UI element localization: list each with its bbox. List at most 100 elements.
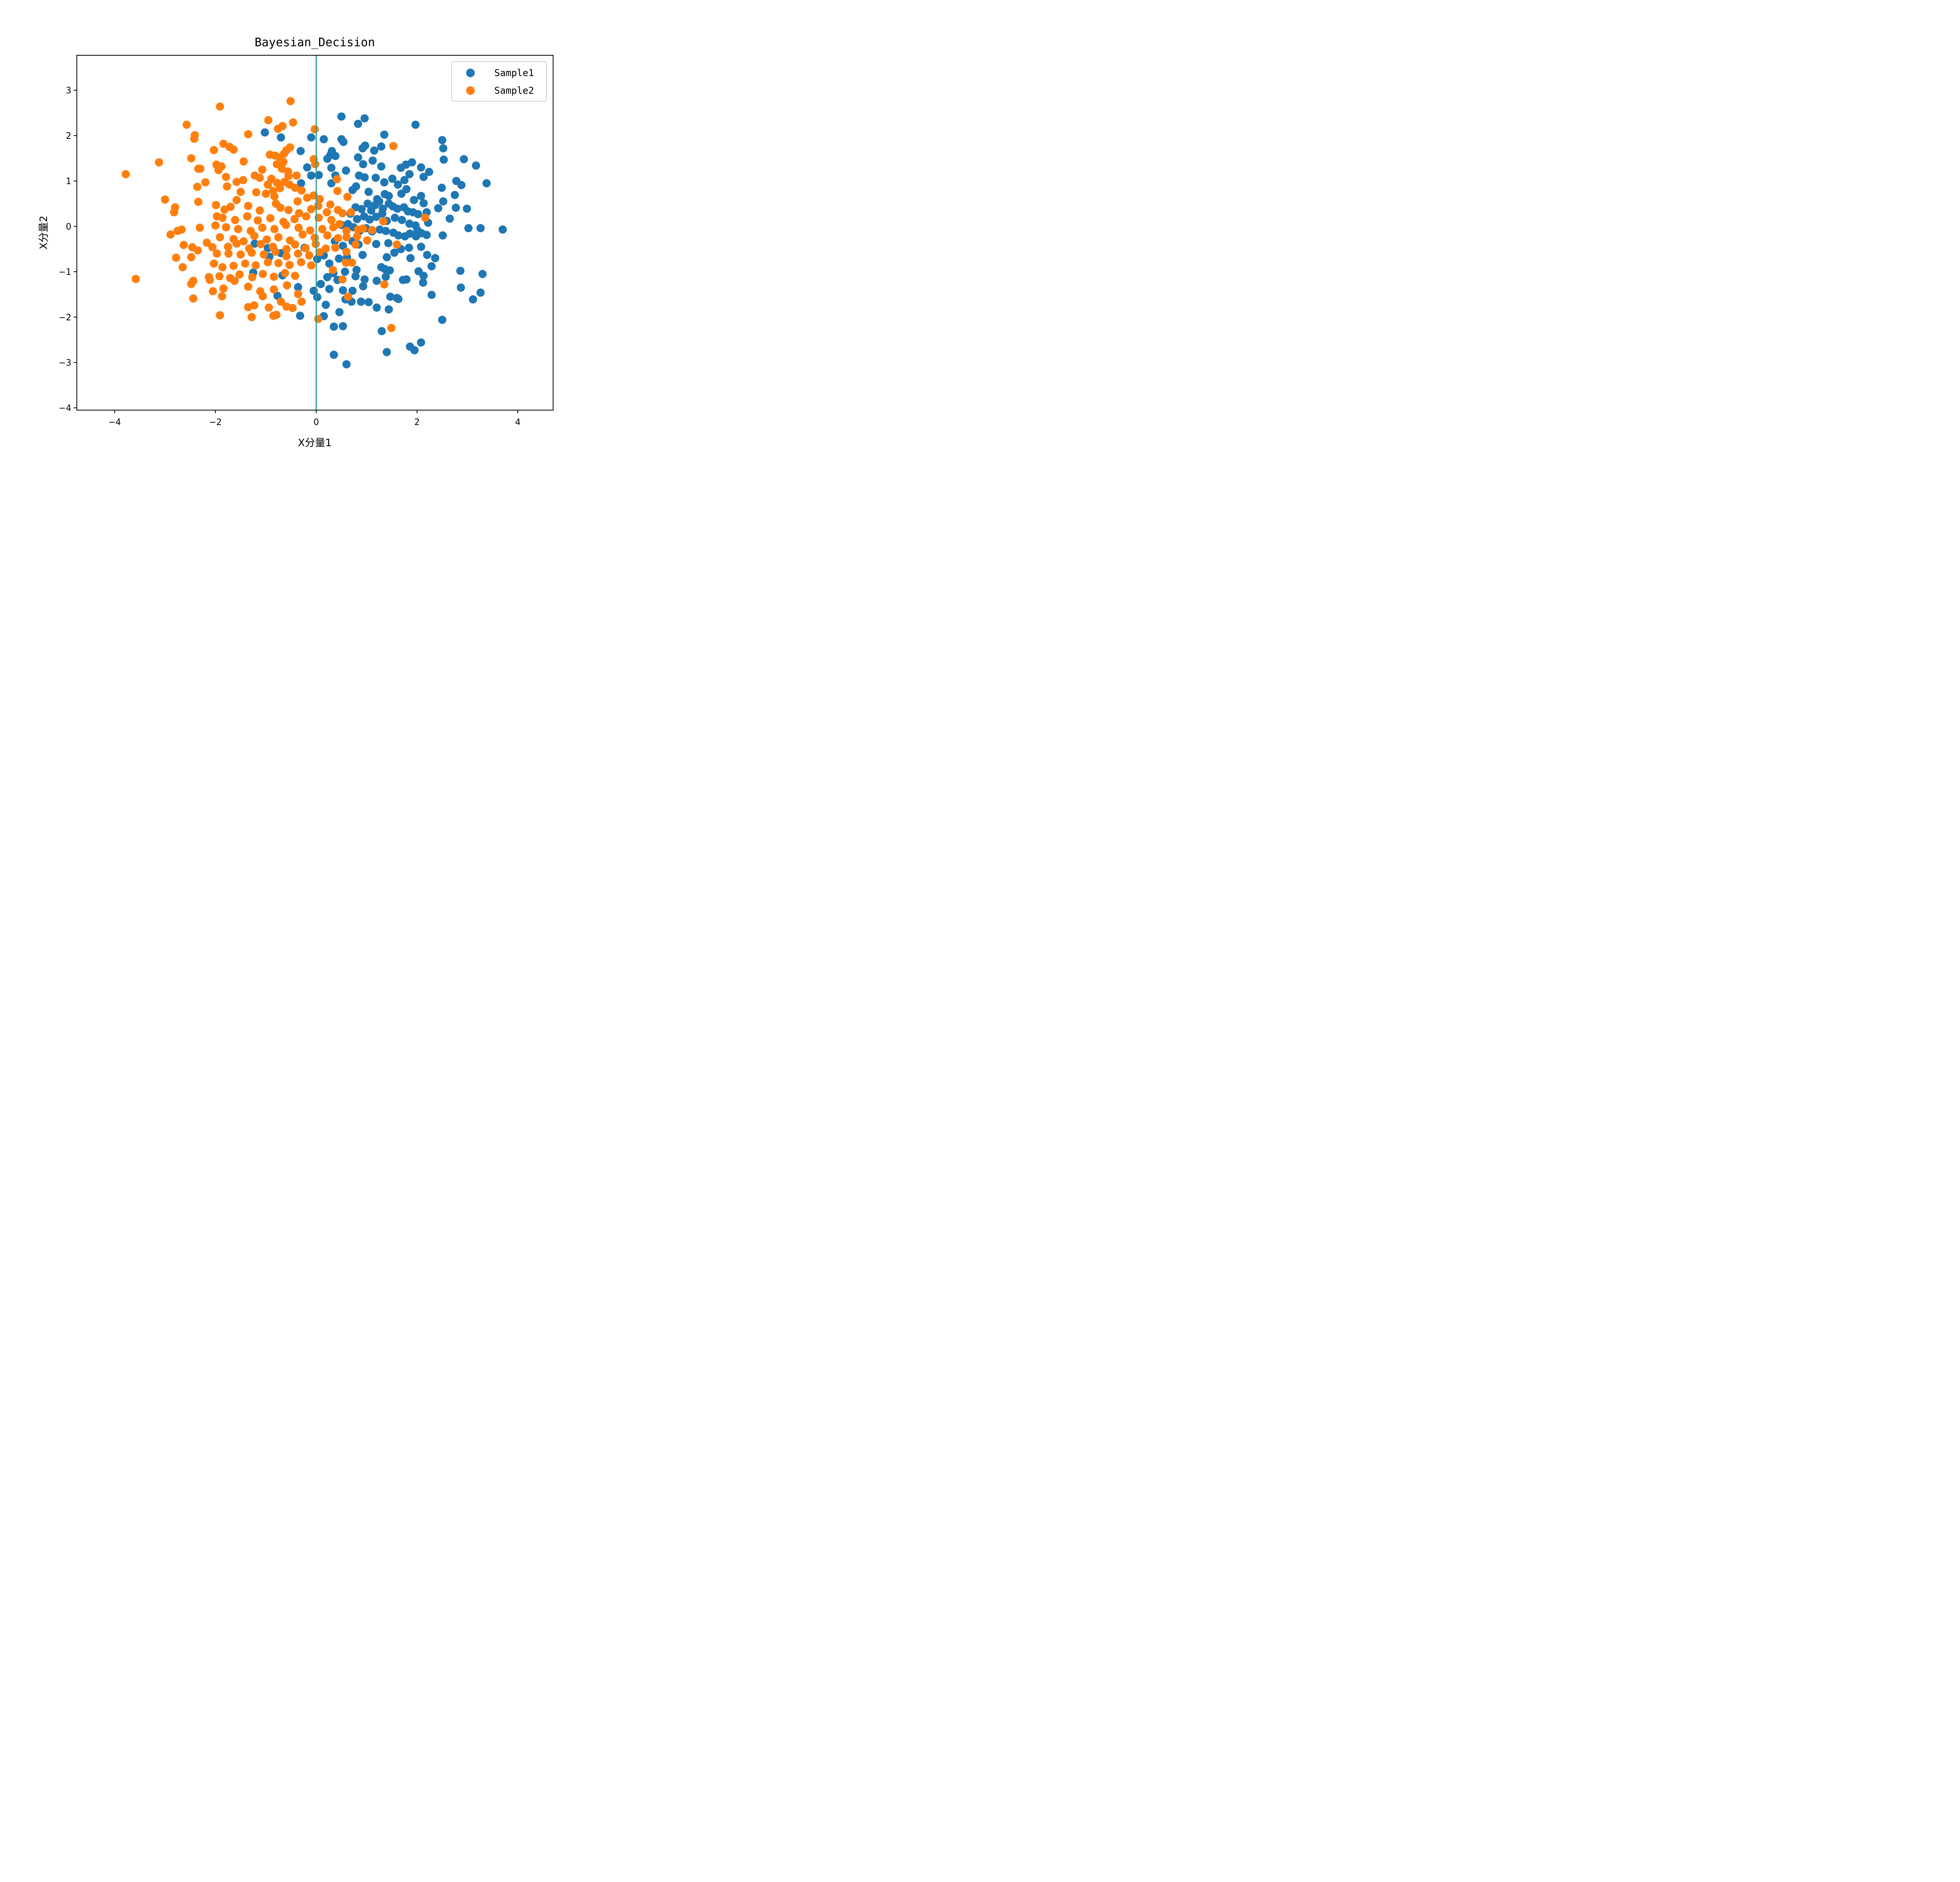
point-sample2-124 [250, 232, 259, 240]
point-sample1-144 [431, 254, 439, 262]
point-sample2-57 [333, 187, 342, 195]
point-sample2-180 [131, 275, 140, 283]
point-sample2-65 [270, 192, 279, 201]
point-sample2-97 [290, 215, 299, 223]
point-sample1-27 [359, 160, 367, 169]
point-sample2-23 [187, 154, 196, 163]
point-sample1-0 [337, 112, 346, 121]
point-sample2-174 [274, 259, 283, 267]
point-sample2-108 [234, 225, 242, 233]
point-sample2-111 [270, 225, 279, 233]
point-sample1-70 [463, 204, 471, 213]
legend: Sample1 Sample2 [451, 61, 547, 102]
point-sample2-154 [188, 243, 196, 251]
point-sample2-115 [318, 225, 327, 233]
point-sample2-64 [263, 180, 272, 189]
point-sample1-55 [364, 187, 373, 196]
point-sample2-116 [329, 223, 338, 232]
y-tick-label: −3 [59, 358, 71, 368]
point-sample2-193 [338, 275, 347, 284]
point-sample1-4 [380, 131, 388, 139]
point-sample2-209 [344, 292, 352, 301]
x-tick-label: 4 [515, 418, 521, 427]
point-sample1-17 [296, 147, 305, 155]
point-sample1-131 [406, 254, 415, 262]
point-sample2-215 [216, 311, 224, 320]
point-sample2-41 [256, 174, 264, 182]
point-sample1-196 [377, 327, 386, 336]
point-sample2-158 [224, 249, 233, 258]
point-sample2-187 [248, 273, 256, 282]
point-sample2-56 [332, 175, 341, 183]
point-sample2-165 [305, 251, 314, 260]
point-sample1-106 [381, 227, 390, 235]
point-sample2-142 [256, 240, 265, 248]
point-sample2-186 [235, 270, 244, 279]
point-sample2-205 [218, 292, 226, 300]
point-sample2-175 [285, 261, 294, 269]
point-sample2-132 [342, 233, 351, 242]
point-sample1-88 [353, 215, 361, 223]
point-sample2-14 [229, 145, 238, 154]
point-sample1-95 [397, 216, 406, 224]
scatter-chart: Bayesian_Decision −4 −2 0 2 4 −4 −3 −2 −1 0 1 2 3 X… [0, 0, 608, 456]
point-sample1-191 [296, 311, 305, 320]
point-sample2-85 [323, 208, 331, 216]
point-sample2-162 [271, 247, 280, 256]
point-sample1-30 [408, 158, 416, 167]
point-sample2-164 [294, 249, 302, 258]
point-sample2-10 [190, 134, 199, 143]
point-sample1-185 [357, 297, 365, 306]
point-sample2-70 [326, 200, 335, 209]
point-sample2-160 [247, 248, 256, 257]
point-sample1-14 [358, 144, 367, 153]
point-sample2-183 [205, 276, 214, 284]
point-sample1-47 [402, 185, 411, 193]
point-sample1-126 [390, 248, 399, 257]
point-sample2-197 [230, 276, 239, 285]
point-sample2-110 [258, 223, 267, 232]
point-sample1-177 [427, 291, 436, 299]
point-sample2-149 [331, 243, 340, 252]
point-sample2-88 [347, 208, 355, 216]
point-sample1-34 [419, 173, 428, 181]
point-sample2-30 [217, 162, 226, 171]
point-sample2-58 [161, 195, 169, 204]
point-sample2-166 [316, 248, 324, 256]
point-sample1-41 [371, 174, 380, 182]
point-sample2-93 [243, 212, 252, 221]
legend-box [451, 61, 547, 102]
point-sample2-83 [307, 205, 316, 213]
point-sample2-34 [258, 165, 267, 174]
point-sample1-113 [422, 231, 431, 239]
point-sample1-129 [417, 242, 425, 251]
plot-frame [76, 55, 554, 411]
point-sample2-50 [223, 182, 231, 191]
point-sample2-106 [211, 221, 220, 230]
point-sample2-195 [209, 287, 217, 296]
point-sample1-175 [476, 288, 485, 297]
point-sample1-182 [313, 293, 321, 302]
point-sample1-168 [325, 285, 334, 293]
point-sample2-76 [226, 203, 235, 211]
point-sample2-201 [283, 281, 291, 290]
point-sample1-24 [459, 155, 468, 163]
point-sample2-74 [212, 201, 220, 209]
point-sample1-92 [378, 209, 387, 218]
point-sample2-212 [265, 303, 273, 312]
point-sample1-52 [297, 179, 305, 187]
point-sample2-94 [254, 216, 262, 225]
point-sample1-186 [364, 298, 373, 307]
point-sample1-128 [405, 243, 413, 252]
point-sample2-66 [293, 197, 302, 206]
point-sample1-150 [341, 267, 349, 276]
point-sample1-22 [368, 156, 377, 165]
point-sample2-202 [294, 290, 302, 298]
point-sample2-67 [303, 193, 312, 202]
y-tick-label: 1 [66, 177, 71, 187]
point-sample1-25 [472, 161, 480, 170]
point-sample2-156 [187, 253, 196, 262]
point-sample1-94 [390, 213, 399, 222]
point-sample1-135 [335, 254, 343, 263]
point-sample1-54 [352, 182, 360, 191]
